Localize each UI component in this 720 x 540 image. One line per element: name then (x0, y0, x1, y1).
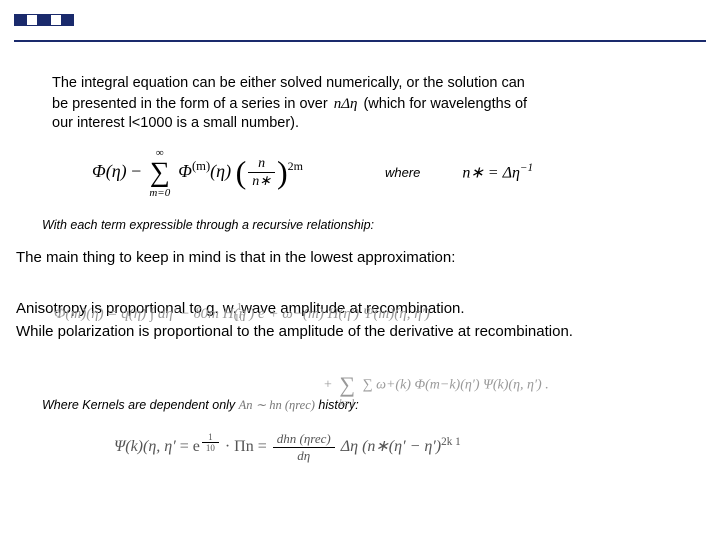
eqb-lhs: Ψ(k)(η, η′ (114, 439, 176, 456)
inline-symbol-ndeta: nΔη (332, 94, 360, 114)
kernels-note: Where Kernels are dependent only An ∼ hn… (42, 397, 706, 413)
kernels-post: history: (315, 398, 359, 412)
eq-minus: − (127, 161, 146, 181)
main-line-2: Anisotropy is proportional to g. w. wave… (16, 297, 706, 320)
kernels-pre: Where Kernels are dependent only (42, 398, 239, 412)
eqb-exp: 110 (200, 436, 221, 448)
para1-line-a: The integral equation can be either solv… (52, 75, 525, 91)
where-eq-sign: = (484, 165, 503, 182)
eqb-exp-num: 1 (202, 432, 219, 443)
faint-eq-sum-line: + ∑ k=1 ∑ ω+(k) Φ(m−k)(η′) Ψ(k)(η, η′) . (324, 374, 549, 397)
sum-upper: ∞ (156, 147, 164, 159)
frac-num: n (248, 156, 275, 173)
kernel-equation: Ψ(k)(η, η′ = e110 · Πn = dhn (ηrec) dη Δ… (114, 431, 706, 464)
deco-sq (38, 14, 50, 26)
main-line-1: The main thing to keep in mind is that i… (16, 246, 706, 269)
recursive-note: With each term expressible through a rec… (42, 218, 706, 232)
where-label: where (385, 165, 420, 180)
eq-term-arg: (η) (210, 161, 231, 181)
eq-exponent: 2m (288, 159, 303, 173)
eqb-eq: = e (176, 439, 200, 456)
sigma-icon: ∑ (339, 372, 355, 397)
eqb-tail: Δη (n∗(η′ − η′) (341, 439, 441, 456)
para1-line-b-pre: be presented in the form of a series in … (52, 96, 332, 112)
horizontal-rule (14, 40, 706, 42)
summation: ∞ ∑ m=0 (150, 159, 170, 187)
sigma-icon: ∑ (150, 157, 170, 188)
eq-frac: n n∗ (248, 156, 275, 190)
frac-den: n∗ (248, 173, 275, 190)
where-rhs-sup: −1 (520, 162, 533, 174)
main-line-3: While polarization is proportional to th… (16, 320, 706, 343)
main-text-block: The main thing to keep in mind is that i… (16, 246, 706, 344)
eq-lhs: Φ(η) (92, 161, 127, 181)
deco-sq (26, 14, 38, 26)
where-equation: n∗ = Δη−1 (462, 162, 533, 182)
eqb-frac-den: dη (273, 448, 335, 464)
series-equation: Φ(η) − ∞ ∑ m=0 Φ(m)(η) ( n n∗ )2m where … (92, 156, 706, 190)
deco-sq (14, 14, 26, 26)
series-eq-expr: Φ(η) − ∞ ∑ m=0 Φ(m)(η) ( n n∗ )2m (92, 156, 303, 190)
sum-lower: m=0 (149, 187, 170, 199)
eq-term-sup: (m) (192, 159, 210, 173)
eqb-tail-sup: 2k 1 (441, 436, 461, 448)
faint-summation: ∑ k=1 (339, 374, 355, 397)
para1-line-b-post: (which for wavelengths of (359, 96, 527, 112)
eqb-frac-num: dhn (ηrec) (273, 431, 335, 448)
eqb-exp-den: 10 (202, 443, 219, 453)
deco-sq (62, 14, 74, 26)
kernels-mid-symbol: An ∼ hn (ηrec) (239, 398, 315, 412)
eqb-dot: · Πn = (221, 439, 267, 456)
eqb-exp-frac: 110 (202, 432, 219, 453)
faint-eq2-text: ∑ ω+(k) Φ(m−k)(η′) Ψ(k)(η, η′) . (363, 378, 549, 393)
where-lhs: n∗ (462, 165, 483, 182)
lparen-icon: ( (236, 160, 247, 186)
eqb-main-frac: dhn (ηrec) dη (273, 431, 335, 464)
rparen-icon: ) (277, 160, 288, 186)
slide-content: The integral equation can be either solv… (14, 74, 706, 464)
eq-term-phi: Φ (178, 161, 192, 181)
para1-line-c: our interest l<1000 is a small number). (52, 115, 299, 131)
corner-squares (14, 14, 74, 26)
faint-eq2-pre: + (324, 378, 335, 393)
where-rhs: Δη (503, 165, 520, 182)
deco-sq (50, 14, 62, 26)
intro-paragraph: The integral equation can be either solv… (52, 74, 696, 134)
